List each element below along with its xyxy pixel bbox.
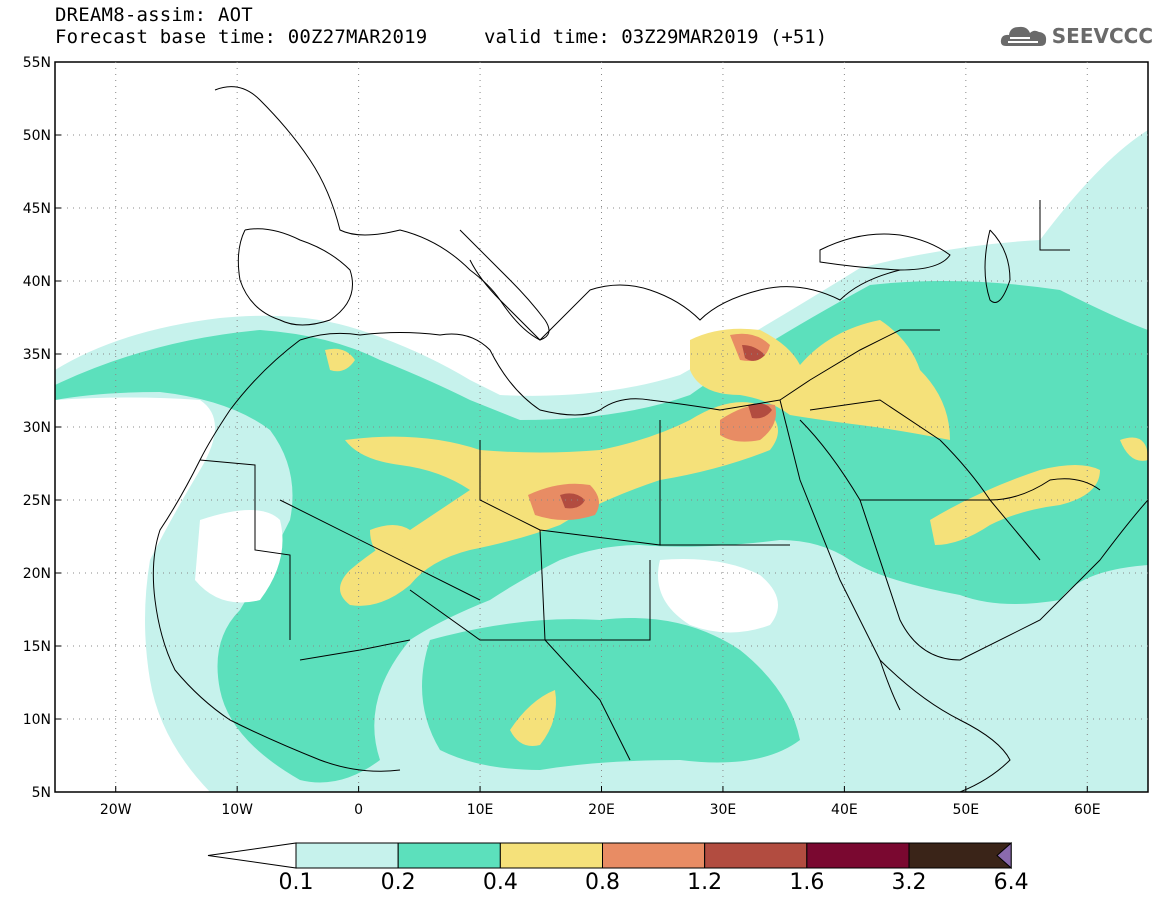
lat-label: 25N bbox=[23, 493, 51, 509]
lat-label: 40N bbox=[23, 274, 51, 290]
iberia-coast bbox=[237, 228, 353, 326]
lat-label: 35N bbox=[23, 347, 51, 363]
lon-label: 40E bbox=[831, 802, 858, 818]
colorbar-level-label: 3.2 bbox=[891, 870, 927, 895]
cloud-icon bbox=[1000, 26, 1046, 46]
seevccc-logo: SEEVCCC bbox=[1000, 22, 1153, 50]
lon-label: 0 bbox=[354, 802, 363, 818]
lat-label: 50N bbox=[23, 128, 51, 144]
lon-label: 20W bbox=[100, 802, 132, 818]
black-sea-coast bbox=[819, 233, 951, 271]
aot-clear-patch-2 bbox=[589, 559, 650, 600]
africa-horn-coast bbox=[879, 659, 1011, 792]
lat-lon-grid bbox=[55, 61, 1148, 793]
country-borders-mideast bbox=[779, 200, 1070, 561]
europe-coast bbox=[214, 86, 901, 341]
lat-label: 20N bbox=[23, 566, 51, 582]
lat-label: 5N bbox=[32, 785, 51, 801]
lon-label: 30E bbox=[710, 802, 737, 818]
lon-label: 20E bbox=[588, 802, 615, 818]
colorbar-swatch bbox=[295, 842, 399, 869]
africa-west-coast bbox=[152, 339, 401, 772]
gulf-coast bbox=[939, 439, 1101, 501]
italy-coast bbox=[459, 229, 550, 341]
colorbar-max-triangle bbox=[996, 841, 1012, 870]
aot-band-0.4-east bbox=[1120, 437, 1148, 461]
aot-shading bbox=[55, 130, 1148, 792]
lat-label: 55N bbox=[23, 55, 51, 71]
coastlines bbox=[152, 86, 1148, 792]
map-title: DREAM8-assim: AOT bbox=[55, 4, 253, 26]
colorbar bbox=[207, 841, 1012, 870]
colorbar-swatch bbox=[397, 842, 501, 869]
lon-label: 50E bbox=[952, 802, 979, 818]
lon-label: 10E bbox=[467, 802, 494, 818]
aot-band-0.4-gulf bbox=[930, 465, 1100, 545]
logo-text: SEEVCCC bbox=[1051, 24, 1153, 48]
country-borders-africa bbox=[199, 420, 790, 761]
aot-band-1.2-sinai bbox=[748, 403, 772, 419]
colorbar-level-label: 0.2 bbox=[380, 870, 416, 895]
arabia-coast bbox=[799, 419, 1148, 661]
colorbar-swatch bbox=[602, 842, 706, 869]
latitude-labels: 55N 50N 45N 40N 35N 30N 25N 20N 15N 10N 5N bbox=[23, 55, 51, 801]
colorbar-level-label: 6.4 bbox=[993, 870, 1029, 895]
colorbar-level-label: 0.4 bbox=[482, 870, 518, 895]
colorbar-swatch bbox=[806, 842, 910, 869]
aot-clear-patch-3 bbox=[195, 510, 283, 603]
valid-time: valid time: 03Z29MAR2019 (+51) bbox=[484, 26, 828, 48]
lat-label: 45N bbox=[23, 201, 51, 217]
aot-band-0.4-red bbox=[370, 525, 410, 560]
colorbar-level-label: 1.2 bbox=[687, 870, 723, 895]
forecast-base-time: Forecast base time: 00Z27MAR2019 bbox=[55, 26, 428, 48]
red-sea-coast bbox=[779, 399, 901, 711]
longitude-labels: 20W 10W 0 10E 20E 30E 40E 50E 60E bbox=[100, 802, 1101, 818]
aot-band-1.2-libya bbox=[560, 493, 585, 509]
colorbar-level-label: 0.1 bbox=[278, 870, 314, 895]
africa-north-coast bbox=[299, 332, 781, 416]
aot-band-0.4-atlas bbox=[325, 348, 355, 372]
colorbar-min-triangle bbox=[207, 842, 297, 869]
lat-label: 30N bbox=[23, 420, 51, 436]
lon-label: 10W bbox=[221, 802, 253, 818]
colorbar-swatch bbox=[499, 842, 604, 869]
aot-band-1.2-levant bbox=[742, 345, 765, 361]
colorbar-level-label: 1.6 bbox=[789, 870, 825, 895]
colorbar-swatch bbox=[704, 842, 808, 869]
aot-clear-patch-1 bbox=[658, 559, 778, 633]
caspian-coast bbox=[984, 229, 1011, 303]
lat-label: 15N bbox=[23, 639, 51, 655]
aot-band-0.4-nigeria bbox=[510, 690, 556, 746]
colorbar-level-label: 0.8 bbox=[585, 870, 620, 895]
colorbar-swatch bbox=[908, 842, 1012, 869]
lat-label: 10N bbox=[23, 712, 51, 728]
lon-label: 60E bbox=[1074, 802, 1101, 818]
